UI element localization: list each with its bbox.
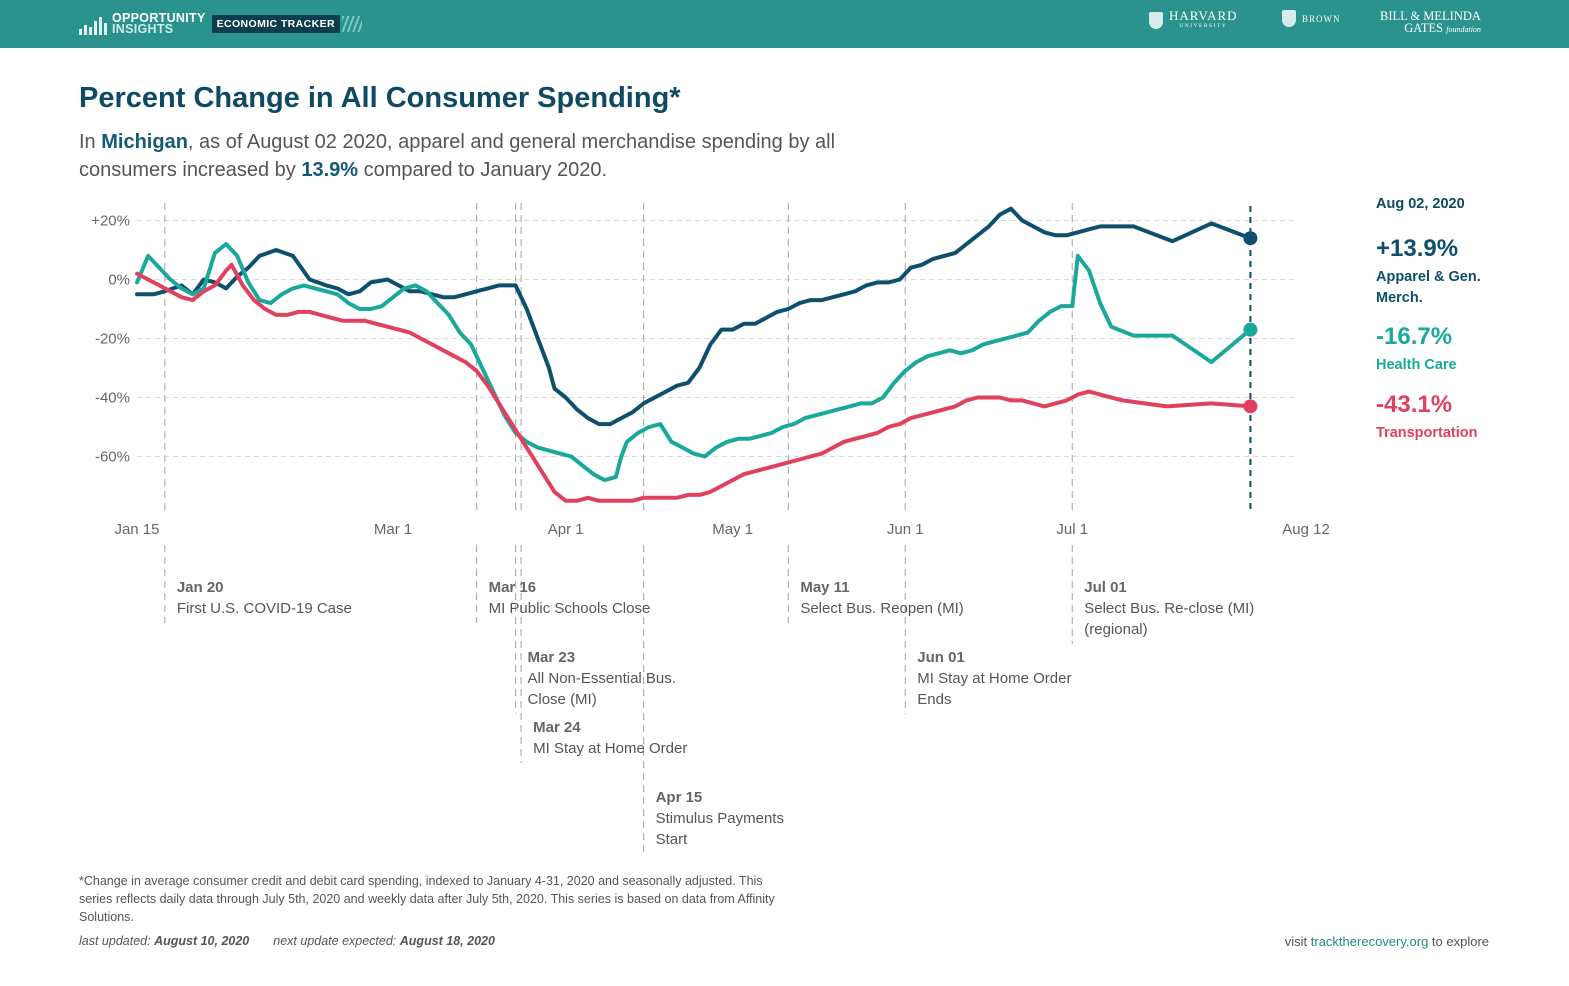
footnote: *Change in average consumer credit and d…: [79, 874, 775, 924]
harvard-logo[interactable]: HARVARD UNIVERSITY: [1149, 8, 1238, 30]
chart-title: Percent Change in All Consumer Spending*: [79, 82, 681, 114]
health-care-value: -16.7%: [1376, 323, 1453, 350]
current-date-label: Aug 02, 2020: [1376, 196, 1465, 212]
series-endpoint: [1243, 322, 1258, 337]
stripes-icon: [342, 16, 362, 32]
subtitle-state[interactable]: Michigan: [101, 131, 188, 153]
event-label: Close (MI): [528, 691, 597, 708]
event-label: MI Stay at Home Order: [533, 740, 687, 757]
event-date: Mar 16: [489, 579, 537, 596]
series-endpoints: [1243, 231, 1258, 414]
y-tick-label: +20%: [91, 213, 130, 230]
grid-lines: [137, 220, 1296, 457]
event-label: All Non-Essential Bus.: [528, 670, 676, 687]
next-update-date: August 18, 2020: [399, 934, 495, 948]
event-label: First U.S. COVID-19 Case: [177, 600, 352, 617]
site-link[interactable]: tracktherecovery.org: [1310, 934, 1429, 949]
gates-line-1: BILL & MELINDA: [1380, 9, 1481, 23]
event-date: Mar 24: [533, 719, 581, 736]
event-markers: [164, 203, 1252, 854]
x-tick-label: Jun 1: [887, 521, 924, 538]
update-info: last updated: August 10, 2020 next update…: [79, 934, 495, 948]
y-axis: +20% 0% -20% -40% -60%: [91, 213, 130, 466]
event-label: Select Bus. Re-close (MI): [1084, 600, 1254, 617]
event-date: Jul 01: [1084, 579, 1127, 596]
brown-logo[interactable]: BROWN: [1282, 10, 1341, 27]
gates-foundation-word: foundation: [1446, 25, 1481, 34]
brown-shield-icon: [1282, 10, 1296, 27]
event-date: Jan 20: [177, 579, 224, 596]
y-tick-label: 0%: [108, 272, 130, 289]
x-tick-label: Jul 1: [1056, 521, 1088, 538]
y-tick-label: -20%: [95, 331, 130, 348]
series-endpoint: [1243, 231, 1258, 246]
event-date: May 11: [800, 579, 849, 596]
y-tick-label: -60%: [95, 449, 130, 466]
subtitle-text-2: , as of August 02 2020, apparel and gene…: [79, 131, 836, 181]
subtitle-text-3: compared to January 2020.: [358, 159, 608, 181]
event-label: Start: [656, 831, 689, 848]
event-label: Stimulus Payments: [656, 810, 784, 827]
event-label: MI Public Schools Close: [489, 600, 651, 617]
subtitle-text-1: In: [79, 131, 102, 153]
transportation-value: -43.1%: [1376, 391, 1453, 418]
event-date: Apr 15: [656, 789, 703, 806]
event-date: Jun 01: [917, 649, 965, 666]
gates-line-2: GATES: [1404, 21, 1444, 35]
next-update-label: next update expected:: [273, 934, 397, 948]
x-tick-label: Aug 12: [1282, 521, 1330, 538]
visit-note: visit tracktherecovery.org to explore: [1285, 934, 1489, 949]
event-label: (regional): [1084, 621, 1147, 638]
last-updated-date: August 10, 2020: [154, 934, 250, 948]
subtitle-value: 13.9%: [301, 159, 359, 181]
header-bar: OPPORTUNITY INSIGHTS ECONOMIC TRACKER HA…: [0, 0, 1569, 48]
gates-foundation-logo[interactable]: BILL & MELINDA GATES foundation: [1380, 10, 1481, 36]
x-tick-label: Apr 1: [548, 521, 584, 538]
logo-line-1: OPPORTUNITY: [112, 11, 206, 25]
x-axis: Jan 15 Mar 1 Apr 1 May 1 Jun 1 Jul 1 Aug 12: [114, 521, 1329, 538]
event-labels: Jan 20 First U.S. COVID-19 Case Mar 16 MI P…: [177, 579, 1254, 848]
x-tick-label: Jan 15: [114, 521, 159, 538]
event-date: Mar 23: [528, 649, 576, 666]
brown-name: BROWN: [1302, 13, 1341, 24]
event-label: Ends: [917, 691, 951, 708]
last-updated-label: last updated:: [79, 934, 151, 948]
series-lines: [135, 206, 1253, 503]
harvard-name: HARVARD: [1169, 8, 1238, 23]
harvard-sub: UNIVERSITY: [1179, 23, 1228, 29]
economic-tracker-badge: ECONOMIC TRACKER: [211, 15, 340, 33]
harvard-shield-icon: [1149, 11, 1163, 29]
logo-line-2: INSIGHTS: [112, 22, 174, 36]
series-endpoint: [1243, 399, 1258, 414]
x-tick-label: Mar 1: [374, 521, 412, 538]
series-line: [135, 262, 1253, 503]
apparel-label[interactable]: Apparel & Gen. Merch.: [1376, 269, 1481, 306]
event-label: MI Stay at Home Order: [917, 670, 1071, 687]
event-label: Select Bus. Reopen (MI): [800, 600, 963, 617]
logo-bars-icon: [79, 13, 107, 35]
apparel-value: +13.9%: [1376, 235, 1459, 262]
chart-subtitle: In Michigan, as of August 02 2020, appar…: [79, 128, 879, 184]
series-line: [135, 242, 1253, 483]
visit-pre: visit: [1284, 934, 1311, 949]
series-line: [135, 206, 1253, 427]
transportation-label[interactable]: Transportation: [1376, 425, 1478, 441]
y-tick-label: -40%: [95, 390, 130, 407]
visit-post: to explore: [1428, 934, 1489, 949]
opportunity-insights-logo[interactable]: OPPORTUNITY INSIGHTS ECONOMIC TRACKER: [79, 11, 362, 37]
x-tick-label: May 1: [712, 521, 753, 538]
health-care-label[interactable]: Health Care: [1376, 357, 1457, 373]
